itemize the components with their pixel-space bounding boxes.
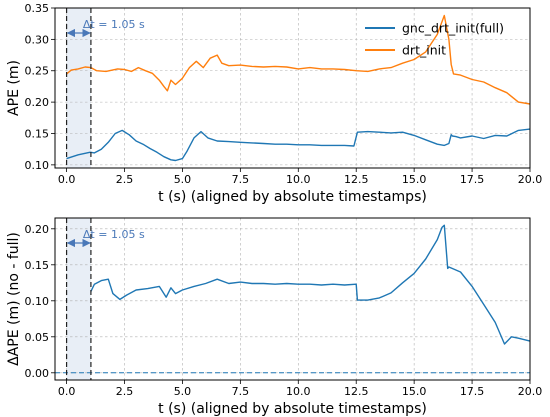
y-tick-label: 0.30: [25, 33, 50, 46]
x-tick-label: 2.5: [116, 173, 134, 186]
series-line-delta-0: [90, 224, 531, 345]
x-tick-label: 10.0: [286, 385, 311, 398]
ape-panel: 0.0 2.5 5.0 7.5 10.0 12.5 15.0 17.5 20.0 0.10 0.15…: [6, 2, 542, 205]
x-tick-label: 17.5: [460, 385, 485, 398]
y-tick-label: 0.10: [25, 295, 50, 308]
x-tick-label: 17.5: [460, 173, 485, 186]
x-tick-label: 15.0: [402, 385, 427, 398]
x-tick-label: 5.0: [174, 385, 192, 398]
delta-t-annotation: Δt = 1.05 s: [83, 18, 145, 31]
delta-ape-panel: 0.0 2.5 5.0 7.5 10.0 12.5 15.0 17.5 20.0 0.00 0.05…: [6, 217, 543, 417]
x-tick-label: 15.0: [402, 173, 427, 186]
y-tick-label: 0.20: [25, 223, 50, 236]
x-tick-label: 5.0: [174, 173, 192, 186]
delta-ape-y-axis-label: ΔAPE (m) (no - full): [6, 232, 22, 366]
y-tick-label: 0.20: [25, 96, 50, 109]
series-line-drt-init: [66, 14, 531, 105]
x-tick-label: 12.5: [344, 385, 369, 398]
y-tick-label: 0.35: [25, 2, 50, 15]
delta-ape-x-axis-label: t (s) (aligned by absolute timestamps): [158, 401, 427, 417]
y-tick-label: 0.15: [25, 127, 50, 140]
series-line-gnc-drt-init-full-: [66, 128, 531, 162]
x-tick-label: 7.5: [232, 173, 250, 186]
warmup-span: [66, 8, 91, 168]
y-tick-label: 0.15: [25, 259, 50, 272]
x-tick-label: 12.5: [344, 173, 369, 186]
x-tick-label: 7.5: [232, 385, 250, 398]
x-tick-label: 20.0: [518, 173, 543, 186]
legend: gnc_drt_init(full) drt_init: [365, 21, 504, 58]
y-tick-label: 0.10: [25, 159, 50, 172]
x-tick-label: 10.0: [286, 173, 311, 186]
legend-label: drt_init: [402, 43, 446, 58]
delta-ape-axes-frame: [54, 217, 531, 381]
legend-label: gnc_drt_init(full): [402, 21, 504, 36]
x-tick-label: 0.0: [58, 173, 76, 186]
x-tick-label: 20.0: [518, 385, 543, 398]
x-tick-label: 0.0: [58, 385, 76, 398]
warmup-span: [66, 218, 91, 380]
y-tick-label: 0.05: [25, 331, 50, 344]
delta-t-annotation: Δt = 1.05 s: [83, 228, 145, 241]
ape-x-axis-label: t (s) (aligned by absolute timestamps): [158, 189, 427, 205]
y-tick-label: 0.00: [25, 367, 50, 380]
y-tick-label: 0.25: [25, 65, 50, 78]
ape-y-axis-label: APE (m): [6, 60, 22, 116]
x-tick-label: 2.5: [116, 385, 134, 398]
ape-axes-frame: [54, 7, 531, 169]
